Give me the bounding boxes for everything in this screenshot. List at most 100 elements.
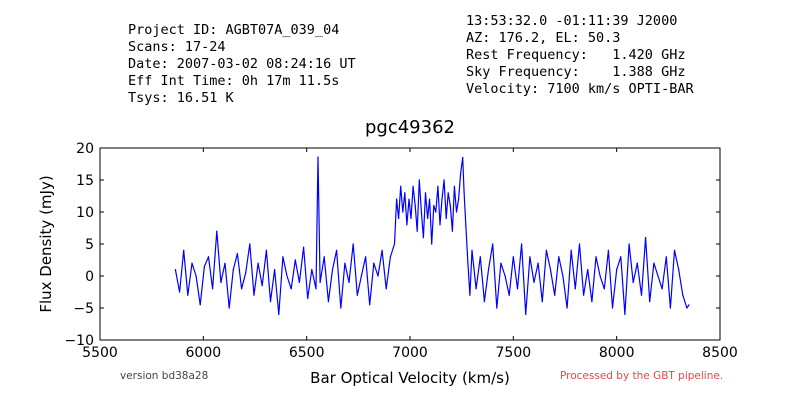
observation-info-right: 13:53:32.0 -01:11:39 J2000 AZ: 176.2, EL:… xyxy=(466,13,694,98)
y-tick-label: 20 xyxy=(76,141,94,157)
data-point xyxy=(282,256,284,258)
coordinates: 13:53:32.0 -01:11:39 J2000 xyxy=(466,13,678,29)
y-tick-label: −5 xyxy=(73,301,94,317)
y-tick-label: 0 xyxy=(85,269,94,285)
data-point xyxy=(583,294,585,296)
tsys: Tsys: 16.51 K xyxy=(128,90,234,106)
data-point xyxy=(657,275,659,277)
plot-layer xyxy=(174,156,690,315)
data-point xyxy=(449,205,451,207)
az-el: AZ: 176.2, EL: 50.3 xyxy=(466,30,621,46)
data-point xyxy=(620,256,622,258)
data-point xyxy=(453,185,455,187)
data-point xyxy=(360,275,362,277)
data-point xyxy=(445,217,447,219)
data-point xyxy=(673,249,676,251)
data-point xyxy=(471,249,473,251)
data-point xyxy=(682,294,684,296)
data-point xyxy=(232,269,234,271)
data-point xyxy=(224,262,226,264)
velocity: Velocity: 7100 km/s OPTI-BAR xyxy=(466,81,694,97)
data-point xyxy=(645,237,647,239)
data-point xyxy=(443,179,445,181)
data-point xyxy=(574,288,576,290)
data-point xyxy=(317,156,319,158)
data-point xyxy=(315,288,317,290)
data-point xyxy=(483,301,485,303)
data-point xyxy=(649,301,651,303)
sky-frequency: Sky Frequency: 1.388 GHz xyxy=(466,64,686,80)
data-point xyxy=(504,275,506,277)
data-point xyxy=(500,262,502,264)
data-point xyxy=(311,269,313,271)
data-point xyxy=(578,243,581,245)
data-point xyxy=(406,224,408,226)
data-point xyxy=(319,281,321,283)
data-point xyxy=(640,294,643,296)
data-point xyxy=(393,243,396,245)
version-label: version bd38a28 xyxy=(120,370,209,382)
data-point xyxy=(381,249,383,251)
data-point xyxy=(492,243,494,245)
eff-int-time: Eff Int Time: 0h 17m 11.5s xyxy=(128,73,340,89)
tick-layer: 5500 6000 6500 7000 7500 8000 8500 −10 −5 0 5 10 15 2… xyxy=(64,141,737,361)
x-tick-label: 8500 xyxy=(702,345,738,361)
pipeline-label: Processed by the GBT pipeline. xyxy=(560,370,724,382)
data-point xyxy=(467,262,469,264)
data-point xyxy=(249,243,251,245)
x-tick-label: 7500 xyxy=(496,345,532,361)
data-point xyxy=(463,192,465,194)
x-tick-label: 8000 xyxy=(599,345,635,361)
x-tick-label: 7000 xyxy=(392,345,428,361)
data-point xyxy=(261,285,263,287)
data-point xyxy=(408,198,410,200)
data-point xyxy=(433,205,435,207)
data-point xyxy=(323,256,325,258)
data-point xyxy=(414,205,416,207)
data-point xyxy=(344,262,346,264)
data-point xyxy=(451,230,453,232)
data-point xyxy=(348,281,350,283)
data-point xyxy=(688,304,690,306)
data-point xyxy=(187,294,189,296)
data-point xyxy=(496,307,498,309)
data-point xyxy=(418,179,420,181)
data-point xyxy=(570,249,572,251)
data-point xyxy=(389,256,391,258)
data-point xyxy=(479,256,481,258)
data-point xyxy=(327,301,329,303)
data-point xyxy=(441,198,443,200)
data-point xyxy=(400,185,402,187)
data-point xyxy=(562,275,564,277)
spectrum-line xyxy=(174,156,690,315)
data-point xyxy=(437,185,439,187)
data-point xyxy=(420,211,422,213)
data-point xyxy=(595,256,597,258)
data-point xyxy=(228,307,230,309)
data-point xyxy=(591,301,593,303)
data-point xyxy=(545,249,548,251)
rest-frequency: Rest Frequency: 1.420 GHz xyxy=(466,47,686,63)
data-point xyxy=(402,211,404,213)
y-tick-label: 10 xyxy=(76,205,94,221)
data-point xyxy=(220,281,222,283)
data-point xyxy=(340,307,342,309)
data-point xyxy=(290,288,292,290)
data-point xyxy=(179,291,181,293)
data-point xyxy=(212,288,214,290)
data-point xyxy=(241,288,243,290)
data-point xyxy=(245,272,247,274)
data-point xyxy=(303,246,305,248)
data-point xyxy=(398,217,400,219)
data-point xyxy=(427,217,429,219)
data-point xyxy=(195,275,197,277)
data-point xyxy=(365,256,367,258)
y-tick-label: 15 xyxy=(76,173,94,189)
data-point xyxy=(558,256,560,258)
data-point xyxy=(599,275,601,277)
data-point xyxy=(439,224,441,226)
data-point xyxy=(541,301,543,303)
data-point xyxy=(603,288,605,290)
data-point xyxy=(174,269,176,271)
y-tick-label: −10 xyxy=(64,333,94,349)
